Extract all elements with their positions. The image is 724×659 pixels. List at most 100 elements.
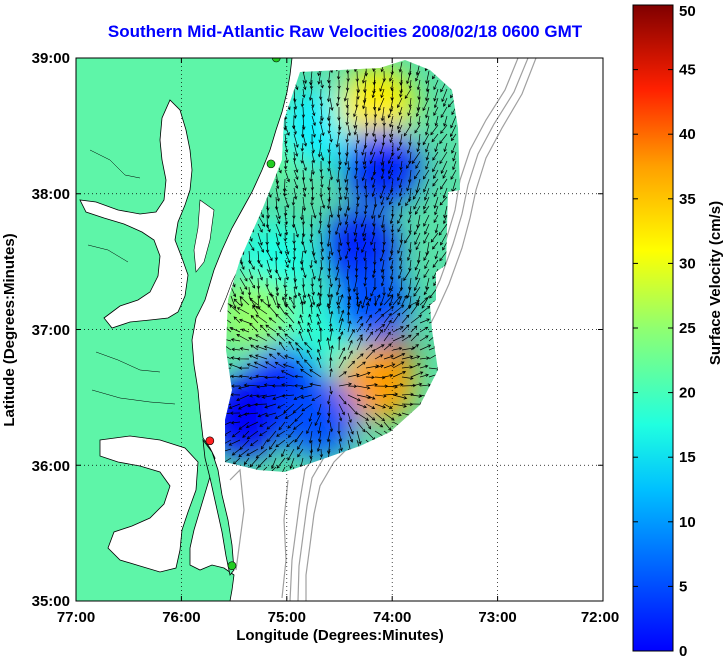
- x-tick-label: 76:00: [162, 609, 200, 626]
- velocity-arrow: [423, 232, 430, 244]
- velocity-arrow: [356, 353, 364, 360]
- velocity-arrow: [432, 151, 439, 161]
- velocity-arrow: [283, 232, 287, 242]
- velocity-arrow: [370, 286, 376, 297]
- velocity-arrow: [327, 142, 331, 153]
- velocity-arrow: [326, 430, 331, 443]
- velocity-arrow: [257, 259, 263, 268]
- velocity-arrow: [300, 205, 304, 221]
- velocity-arrow: [440, 124, 448, 134]
- velocity-arrow: [236, 307, 250, 315]
- velocity-arrow: [230, 286, 237, 298]
- velocity-arrow: [293, 384, 304, 388]
- velocity-arrow: [356, 322, 364, 333]
- velocity-arrow: [318, 214, 323, 225]
- velocity-arrow: [293, 187, 298, 200]
- velocity-arrow: [318, 133, 322, 144]
- velocity-arrow: [326, 88, 331, 103]
- velocity-arrow: [254, 402, 268, 407]
- velocity-arrow: [388, 169, 394, 180]
- velocity-arrow: [266, 223, 271, 233]
- velocity-arrow: [271, 384, 286, 388]
- velocity-arrow: [302, 88, 306, 99]
- velocity-arrow: [397, 151, 403, 160]
- velocity-arrow: [308, 88, 313, 101]
- radar-stations: [205, 58, 281, 571]
- velocity-arrow: [392, 383, 404, 387]
- velocity-arrow: [374, 313, 385, 324]
- velocity-arrow: [294, 342, 304, 351]
- velocity-arrow: [392, 412, 402, 417]
- velocity-arrow: [370, 169, 376, 181]
- velocity-arrow: [371, 223, 376, 236]
- velocity-arrow: [294, 412, 304, 423]
- velocity-arrow: [347, 339, 353, 351]
- velocity-arrow: [356, 385, 371, 390]
- velocity-arrow: [301, 169, 306, 181]
- velocity-arrow: [423, 214, 430, 227]
- velocity-arrow: [397, 169, 403, 182]
- velocity-arrow: [388, 277, 394, 292]
- velocity-arrow: [442, 169, 448, 179]
- velocity-arrow: [316, 348, 322, 360]
- velocity-arrow: [365, 394, 376, 400]
- velocity-arrow: [373, 133, 378, 143]
- velocity-arrow: [355, 286, 359, 297]
- velocity-arrow: [347, 301, 351, 315]
- velocity-arrow: [254, 354, 268, 360]
- velocity-arrow: [327, 79, 332, 90]
- velocity-arrow: [293, 286, 298, 299]
- velocity-arrow: [284, 412, 295, 419]
- velocity-arrow: [319, 97, 324, 107]
- velocity-arrow: [354, 205, 359, 216]
- velocity-arrow: [419, 344, 432, 351]
- velocity-arrow: [257, 268, 263, 281]
- velocity-arrow: [231, 448, 241, 456]
- velocity-arrow: [383, 392, 399, 396]
- velocity-arrow: [293, 124, 297, 135]
- velocity-arrow: [434, 250, 439, 260]
- velocity-arrow: [265, 277, 269, 288]
- velocity-arrow: [380, 106, 385, 122]
- velocity-arrow: [291, 259, 295, 271]
- velocity-arrow: [374, 412, 386, 422]
- velocity-arrow: [423, 187, 430, 201]
- velocity-arrow: [298, 330, 304, 342]
- velocity-arrow: [293, 223, 299, 238]
- velocity-arrow: [289, 457, 295, 470]
- velocity-arrow: [396, 115, 403, 130]
- velocity-arrow: [299, 314, 304, 324]
- velocity-arrow: [356, 196, 360, 208]
- velocity-arrow: [363, 160, 367, 170]
- velocity-arrow: [419, 305, 431, 315]
- velocity-arrow: [360, 214, 367, 228]
- velocity-arrow: [311, 286, 315, 296]
- velocity-arrow: [329, 327, 334, 342]
- velocity-arrow: [319, 327, 323, 342]
- x-tick-label: 75:00: [268, 609, 306, 626]
- velocity-arrow: [388, 70, 394, 82]
- velocity-arrow: [314, 412, 322, 427]
- velocity-arrow: [365, 344, 373, 351]
- velocity-arrow: [274, 361, 286, 369]
- velocity-arrow: [356, 361, 366, 369]
- velocity-arrow: [419, 364, 429, 369]
- velocity-arrow: [266, 196, 270, 212]
- velocity-arrow: [434, 223, 439, 234]
- velocity-arrow: [335, 259, 340, 271]
- velocity-arrow: [399, 232, 404, 244]
- velocity-arrow: [238, 366, 250, 370]
- velocity-arrow: [407, 106, 412, 117]
- velocity-arrow: [327, 394, 331, 405]
- velocity-arrow: [278, 421, 286, 431]
- velocity-arrow: [406, 70, 412, 85]
- velocity-arrow: [401, 365, 413, 369]
- velocity-arrow: [365, 286, 369, 301]
- velocity-arrow: [344, 205, 349, 218]
- velocity-arrow: [285, 302, 295, 315]
- velocity-arrow: [441, 88, 448, 103]
- velocity-arrow: [250, 466, 259, 472]
- velocity-arrow: [257, 241, 264, 253]
- velocity-arrow: [283, 403, 295, 414]
- velocity-arrow: [266, 250, 273, 262]
